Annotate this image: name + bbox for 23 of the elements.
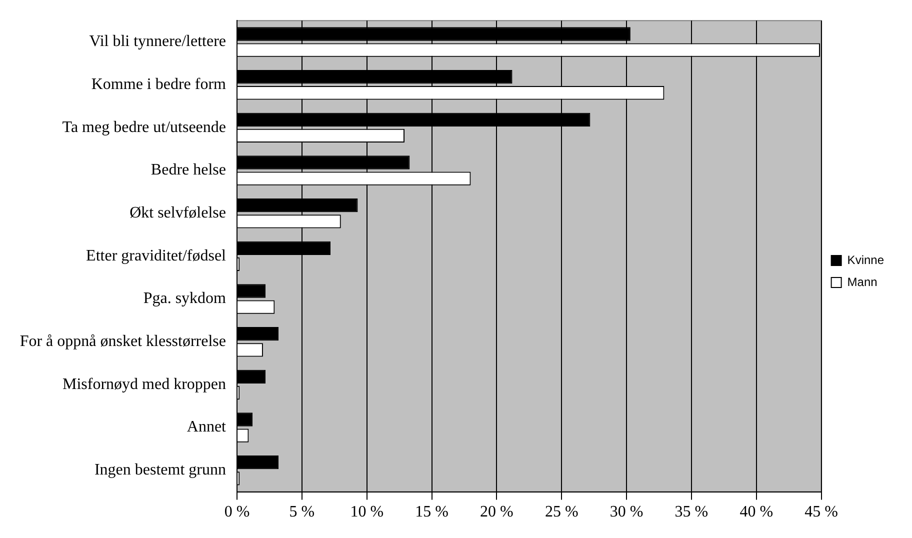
- x-tick-label: 10 %: [350, 504, 384, 521]
- x-tick-label: 35 %: [674, 504, 708, 521]
- y-tick-label: Bedre helse: [150, 162, 226, 179]
- y-tick-label: Ta meg bedre ut/utseende: [62, 118, 226, 136]
- legend-label: Mann: [847, 274, 878, 289]
- x-tick-label: 30 %: [610, 504, 644, 521]
- y-tick-label: Annet: [186, 418, 227, 436]
- x-tick-label: 15 %: [415, 504, 448, 521]
- x-tick-label: 5 %: [289, 504, 315, 521]
- y-tick-label: Pga. sykdom: [143, 290, 227, 308]
- y-tick-label: For å oppnå ønsket klesstørrelse: [20, 333, 226, 350]
- legend-label: Kvinne: [847, 252, 884, 267]
- x-tick-label: 0 %: [224, 504, 250, 521]
- y-tick-label: Ingen bestemt grunn: [94, 462, 226, 479]
- x-tick-label: 40 %: [740, 504, 774, 521]
- y-tick-label: Misfornøyd med kroppen: [62, 376, 226, 393]
- x-tick-label: 20 %: [480, 504, 514, 521]
- y-tick-label: Vil bli tynnere/lettere: [89, 33, 226, 50]
- x-tick-label: 45 %: [804, 504, 838, 521]
- x-tick-label: 25 %: [544, 504, 578, 521]
- y-tick-label: Komme i bedre form: [91, 76, 227, 94]
- y-tick-label: Økt selvfølelse: [130, 204, 226, 222]
- y-tick-label: Etter graviditet/fødsel: [86, 247, 227, 264]
